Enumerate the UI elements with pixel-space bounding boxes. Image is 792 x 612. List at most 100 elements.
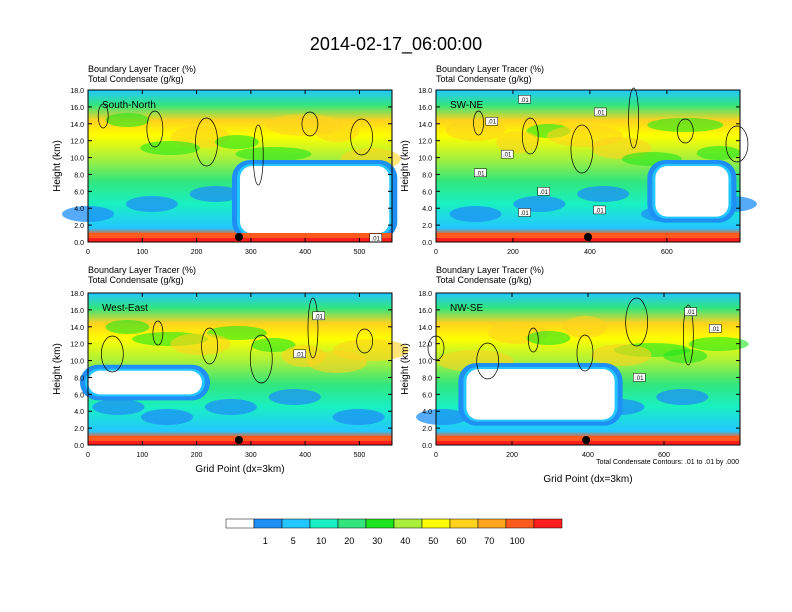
colorbar-label: 100 xyxy=(510,536,525,546)
tracer-patch xyxy=(546,125,623,147)
contour-label: .01 xyxy=(635,376,644,382)
y-tick-label: 8.0 xyxy=(422,375,432,382)
y-tick-label: 14.0 xyxy=(418,325,432,332)
contour-label-box xyxy=(293,349,306,359)
condensate-contour xyxy=(252,124,264,186)
x-axis-label: Grid Point (dx=3km) xyxy=(543,474,632,485)
contour-label: .01 xyxy=(296,352,305,358)
colorbar-swatch xyxy=(281,518,311,529)
tracer-patch xyxy=(416,409,469,425)
x-tick-label: 0 xyxy=(434,452,438,459)
y-tick-label: 6.0 xyxy=(422,392,432,399)
colorbar-swatch xyxy=(337,518,367,529)
tracer-patch xyxy=(332,409,385,425)
condensate-contour xyxy=(570,124,594,174)
y-tick-label: 10.0 xyxy=(418,359,432,366)
contour-label: .01 xyxy=(476,171,485,177)
colorbar-label: 30 xyxy=(372,536,382,546)
colorbar-label: 20 xyxy=(344,536,354,546)
condensate-contour xyxy=(146,110,164,148)
y-tick-label: 14.0 xyxy=(418,122,432,129)
y-tick-label: 0.0 xyxy=(74,443,84,450)
panel-west-east: Boundary Layer Tracer (%) Total Condensa… xyxy=(52,265,409,475)
tracer-patch xyxy=(105,320,150,334)
condensate-contour xyxy=(201,327,218,365)
tracer-patch xyxy=(251,338,296,352)
x-tick-label: 600 xyxy=(658,452,670,459)
location-marker xyxy=(582,436,591,444)
contour-label-box xyxy=(312,311,325,321)
y-axis-label: Height (km) xyxy=(52,140,63,192)
y-tick-label: 10.0 xyxy=(70,156,84,163)
condensate-contour xyxy=(195,117,218,167)
colorbar-label: 10 xyxy=(316,536,326,546)
y-axis-label: Height (km) xyxy=(400,343,411,395)
colorbar-swatch xyxy=(365,518,395,529)
colorbar-swatch xyxy=(253,518,283,529)
panel-header-line2: Total Condensate (g/kg) xyxy=(436,275,532,285)
x-tick-label: 200 xyxy=(191,249,203,256)
y-tick-label: 12.0 xyxy=(418,139,432,146)
tracer-patch xyxy=(562,316,607,338)
tracer-patch xyxy=(265,114,342,136)
plot-frame xyxy=(87,89,393,243)
x-tick-label: 100 xyxy=(136,249,148,256)
y-tick-label: 2.0 xyxy=(422,223,432,230)
y-tick-label: 8.0 xyxy=(422,172,432,179)
contour-label: .01 xyxy=(315,314,324,320)
x-axis-label: Grid Point (dx=3km) xyxy=(195,464,284,475)
tracer-patch xyxy=(577,186,630,202)
condensate-contour xyxy=(307,297,319,359)
contour-label: .01 xyxy=(520,98,529,104)
colorbar-label: 1 xyxy=(263,536,268,546)
x-tick-label: 400 xyxy=(584,249,596,256)
tracer-patch xyxy=(449,206,502,222)
location-marker xyxy=(234,233,243,241)
x-tick-label: 0 xyxy=(86,452,90,459)
panel-name: SW-NE xyxy=(450,100,483,111)
x-tick-label: 200 xyxy=(507,249,519,256)
x-tick-label: 400 xyxy=(582,452,594,459)
colorbar-label: 40 xyxy=(400,536,410,546)
x-tick-label: 500 xyxy=(354,249,366,256)
tracer-patch xyxy=(513,196,566,212)
contour-label-box xyxy=(537,187,550,196)
clear-region xyxy=(655,166,729,217)
y-tick-label: 4.0 xyxy=(74,206,84,213)
y-tick-label: 14.0 xyxy=(70,325,84,332)
colorbar: 1 5 10 20 30 40 50 60 70 100 xyxy=(225,518,563,546)
x-tick-label: 300 xyxy=(245,452,257,459)
tracer-patch xyxy=(141,409,194,425)
contour-label-box xyxy=(485,116,499,126)
tracer-patch xyxy=(647,118,724,132)
colorbar-label: 50 xyxy=(428,536,438,546)
tracer-patch xyxy=(189,186,242,202)
tracer-patch xyxy=(235,147,312,161)
y-tick-label: 2.0 xyxy=(74,426,84,433)
y-tick-label: 6.0 xyxy=(74,392,84,399)
y-tick-label: 18.0 xyxy=(70,291,84,298)
condensate-contour xyxy=(350,118,373,156)
x-tick-label: 200 xyxy=(506,452,518,459)
clear-region xyxy=(466,369,615,420)
condensate-contour xyxy=(249,334,273,384)
x-tick-label: 400 xyxy=(299,452,311,459)
y-tick-label: 2.0 xyxy=(422,426,432,433)
x-tick-label: 300 xyxy=(245,249,257,256)
heatmap-plot: .01 .01 .01 NW-SE 0.0 2.0 4.0 6.0 8.0 10.0 12.0 14.… xyxy=(416,291,749,459)
contour-label-box xyxy=(474,168,487,178)
condensate-contour xyxy=(682,304,694,366)
x-tick-label: 100 xyxy=(136,452,148,459)
panel-sw-ne: Boundary Layer Tracer (%) Total Condensa… xyxy=(400,64,757,256)
condensate-contour xyxy=(473,110,484,136)
y-tick-label: 18.0 xyxy=(418,291,432,298)
panel-name: West-East xyxy=(102,303,148,314)
colorbar-swatch xyxy=(393,518,423,529)
y-tick-label: 16.0 xyxy=(418,105,432,112)
contour-label-box xyxy=(593,205,606,215)
tracer-patch xyxy=(526,331,571,345)
y-tick-label: 0.0 xyxy=(74,240,84,247)
panel-name: NW-SE xyxy=(450,303,483,314)
contour-label: .01 xyxy=(595,208,604,214)
